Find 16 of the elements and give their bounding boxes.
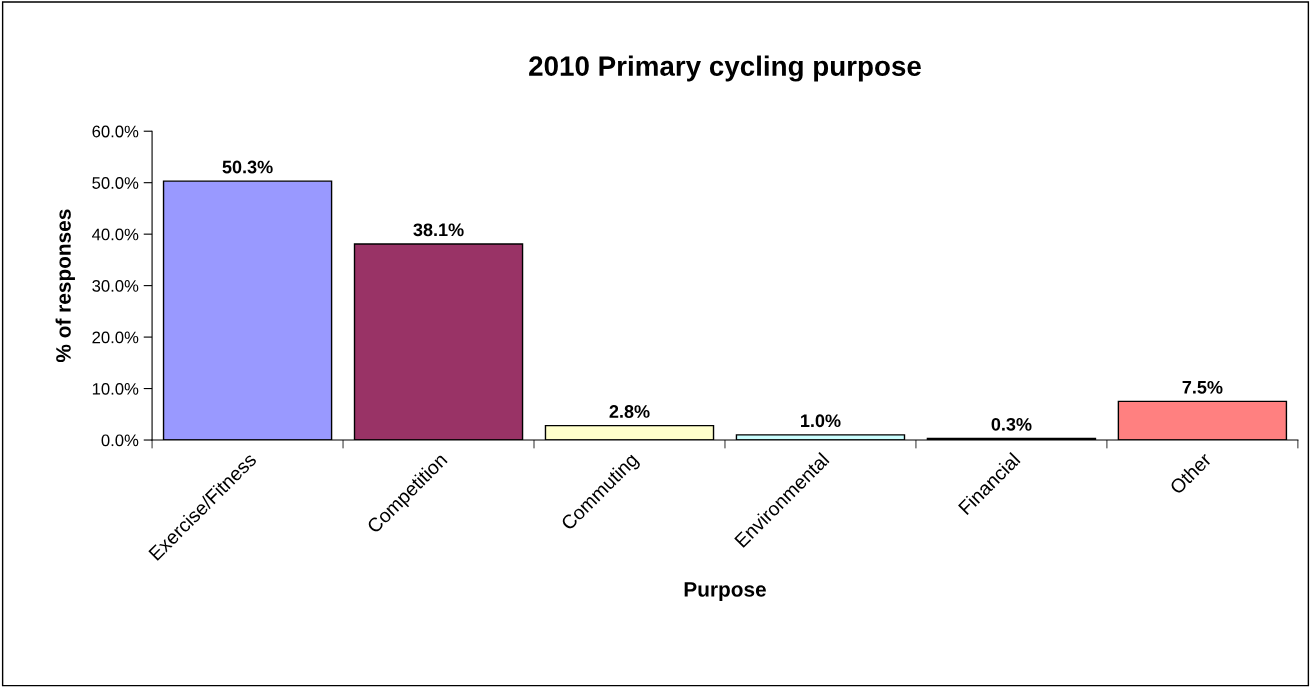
y-tick-label: 50.0% [92,177,139,189]
x-axis-title: Purpose [684,582,766,601]
y-axis-title: % of responses [55,209,75,363]
data-label: 0.3% [991,417,1032,431]
y-tick-label: 60.0% [92,125,139,138]
data-label: 7.5% [1182,380,1223,394]
data-label: 50.3% [222,160,273,174]
y-tick-label: 10.0% [92,382,139,395]
y-tick-label: 0.0% [101,434,139,447]
y-tick-label: 20.0% [92,331,139,344]
data-label: 38.1% [413,223,464,237]
chart-title: 2010 Primary cycling purpose [529,55,921,82]
data-label: 1.0% [801,414,841,428]
data-label: 2.8% [609,405,650,418]
y-tick-label: 40.0% [92,228,139,241]
y-tick-label: 30.0% [92,280,139,292]
